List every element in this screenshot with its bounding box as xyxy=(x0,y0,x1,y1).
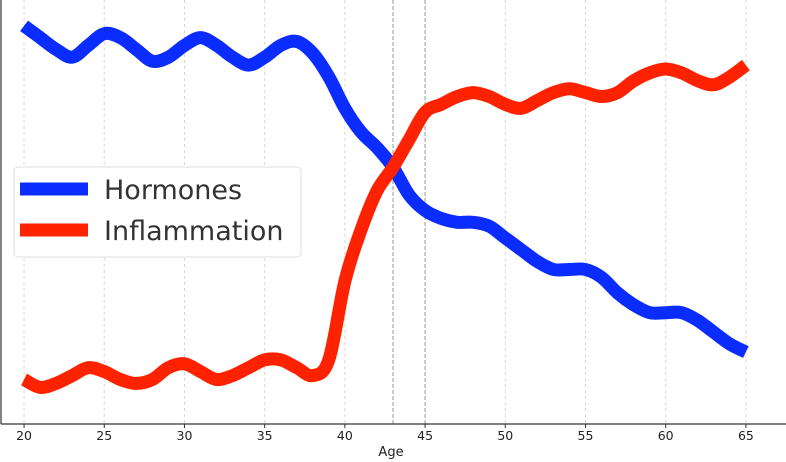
series-line-inflammation xyxy=(20,59,750,394)
x-tick-label: 65 xyxy=(738,428,754,443)
series-line-hormones xyxy=(20,20,749,358)
x-tick-label: 60 xyxy=(658,428,674,443)
legend-label-hormones: Hormones xyxy=(104,175,242,206)
x-tick-label: 25 xyxy=(96,428,112,443)
legend: Hormones Inflammation xyxy=(13,166,302,258)
x-tick-label: 20 xyxy=(16,428,32,443)
x-axis-label: Age xyxy=(378,445,403,460)
x-tick-label: 40 xyxy=(337,428,353,443)
x-tick-label: 45 xyxy=(417,428,433,443)
x-tick-label: 35 xyxy=(257,428,273,443)
series-lines xyxy=(20,20,750,394)
x-tick-label: 50 xyxy=(497,428,513,443)
x-tick-label: 30 xyxy=(177,428,193,443)
x-ticks: 20 25 30 35 40 45 50 55 60 65 xyxy=(16,424,754,443)
x-tick-label: 55 xyxy=(578,428,594,443)
legend-label-inflammation: Inflammation xyxy=(104,216,284,247)
axes xyxy=(0,0,786,425)
